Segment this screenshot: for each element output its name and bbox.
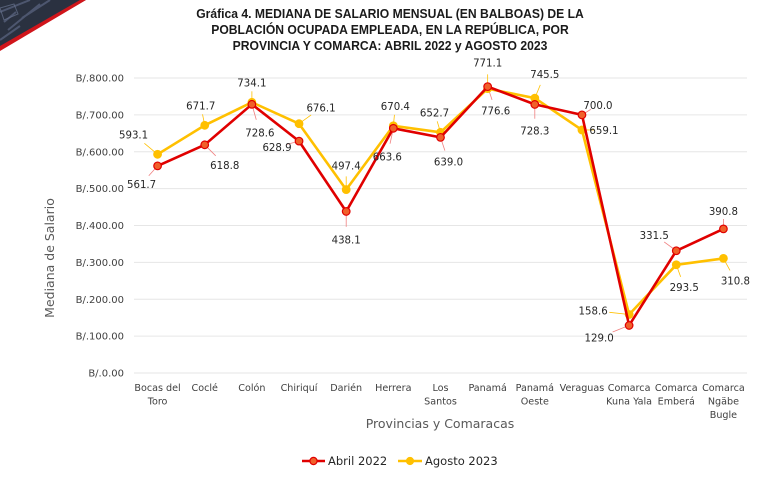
x-category-label: Comarca Kuna Yala <box>606 383 652 408</box>
x-category-label: Comarca Ngäbe Bugle <box>702 383 745 421</box>
data-point-abril <box>153 161 162 171</box>
data-point-abril <box>341 207 351 216</box>
data-label-abril: 561.7 <box>127 180 156 191</box>
data-label-abril: 331.5 <box>640 231 669 242</box>
x-category-label: Panamá <box>468 382 506 394</box>
data-label-abril: 639.0 <box>434 157 463 168</box>
legend-item-abril-2022: Abril 2022 <box>302 454 387 468</box>
data-label-agosto: 310.8 <box>721 276 750 287</box>
x-category-label: Coclé <box>192 382 219 394</box>
chart-title: Gráfica 4. MEDIANA DE SALARIO MENSUAL (E… <box>169 6 611 54</box>
legend-label-abril-2022: Abril 2022 <box>328 454 387 468</box>
y-tick-label: B/.700.00 <box>76 110 124 121</box>
x-category-label: Veraguas <box>560 383 605 394</box>
corner-white-band <box>0 0 92 54</box>
y-tick-label: B/.800.00 <box>76 74 124 85</box>
y-tick-label: B/.0.00 <box>88 369 124 380</box>
legend-item-agosto-2023: Agosto 2023 <box>398 454 498 468</box>
y-tick-label: B/.300.00 <box>76 258 124 269</box>
data-label-agosto: 293.5 <box>670 283 699 294</box>
data-point-agosto <box>294 119 304 129</box>
series-line-agosto <box>156 87 724 316</box>
data-label-abril: 438.1 <box>332 235 361 246</box>
data-point-agosto <box>200 120 210 130</box>
data-point-abril <box>577 110 587 120</box>
data-label-abril: 728.6 <box>245 128 274 139</box>
x-category-label: Herrera <box>375 383 411 394</box>
data-label-agosto: 670.4 <box>381 102 410 113</box>
data-label-agosto: 671.7 <box>186 101 215 112</box>
data-point-abril <box>247 99 257 109</box>
data-label-agosto: 593.1 <box>119 130 148 141</box>
data-label-agosto: 676.1 <box>306 104 335 115</box>
chart-title-line-3: PROVINCIA Y COMARCA: ABRIL 2022 y AGOSTO… <box>232 38 548 53</box>
data-label-abril: 728.3 <box>520 126 549 137</box>
y-axis-tick-labels: B/.0.00 B/.100.00 B/.200.00 B/.300.00 B/.400… <box>76 74 124 380</box>
y-tick-label: B/.500.00 <box>76 184 124 195</box>
y-axis-title: Mediana de Salario <box>42 198 57 318</box>
series-agosto-2023 <box>153 84 728 319</box>
data-label-agosto: 659.1 <box>589 126 618 137</box>
y-tick-label: B/.600.00 <box>76 147 124 158</box>
series-line-abril <box>157 85 724 327</box>
y-tick-label: B/.200.00 <box>76 295 124 306</box>
data-point-agosto <box>671 260 681 270</box>
data-labels: 593.1 671.7 734.1 676.1 497.4 670.4 652.7 771.1… <box>119 59 750 345</box>
data-point-abril <box>719 224 728 234</box>
data-point-agosto <box>719 253 728 263</box>
x-category-label: Darién <box>330 382 362 394</box>
data-label-abril: 129.0 <box>585 333 614 344</box>
data-label-agosto: 771.1 <box>473 59 502 70</box>
data-label-abril: 700.0 <box>583 101 612 112</box>
legend-label-agosto-2023: Agosto 2023 <box>425 454 498 468</box>
x-category-label: Chiriquí <box>281 382 318 394</box>
series-abril-2022 <box>153 82 728 330</box>
data-label-abril: 776.6 <box>481 107 510 118</box>
gridlines <box>134 77 747 374</box>
data-label-abril: 390.8 <box>709 207 738 218</box>
data-label-agosto: 745.5 <box>530 70 559 81</box>
data-point-abril <box>530 100 540 109</box>
x-category-label: Colón <box>238 382 265 394</box>
data-point-abril <box>671 246 681 256</box>
y-tick-label: B/.400.00 <box>76 221 124 232</box>
data-point-abril <box>483 82 493 92</box>
legend-swatch-abril-marker <box>309 456 318 466</box>
corner-decoration <box>0 0 92 54</box>
data-label-abril: 628.9 <box>262 143 291 154</box>
data-label-agosto: 497.4 <box>332 162 361 173</box>
x-category-label: Los Santos <box>424 383 457 408</box>
data-label-agosto: 652.7 <box>420 108 449 119</box>
data-point-abril <box>624 321 634 330</box>
chart-title-line-2: POBLACIÓN OCUPADA EMPLEADA, EN LA REPÚBL… <box>211 22 569 37</box>
x-category-label: Bocas del Toro <box>134 383 180 408</box>
data-point-agosto <box>153 149 162 159</box>
data-point-abril <box>388 123 398 133</box>
x-axis-category-labels: Bocas del Toro Coclé Colón Chiriquí Darién Her… <box>134 382 744 421</box>
x-axis-title: Provincias y Comaracas <box>366 416 515 431</box>
corner-red-stripe <box>0 0 86 51</box>
chart-title-line-1: Gráfica 4. MEDIANA DE SALARIO MENSUAL (E… <box>196 6 584 21</box>
data-point-abril <box>294 136 304 146</box>
y-tick-label: B/.100.00 <box>76 332 124 343</box>
legend-swatch-agosto-marker <box>405 456 415 466</box>
data-label-abril: 618.8 <box>210 161 239 172</box>
data-label-agosto: 158.6 <box>579 307 608 318</box>
data-label-abril: 663.6 <box>373 152 402 163</box>
data-point-abril <box>200 140 210 150</box>
legend: Abril 2022 Agosto 2023 <box>302 454 498 468</box>
data-point-abril <box>436 132 445 142</box>
x-category-label: Panamá Oeste <box>516 382 554 408</box>
x-category-label: Comarca Emberá <box>655 383 698 408</box>
data-label-agosto: 734.1 <box>237 78 266 89</box>
data-point-agosto <box>341 185 351 194</box>
